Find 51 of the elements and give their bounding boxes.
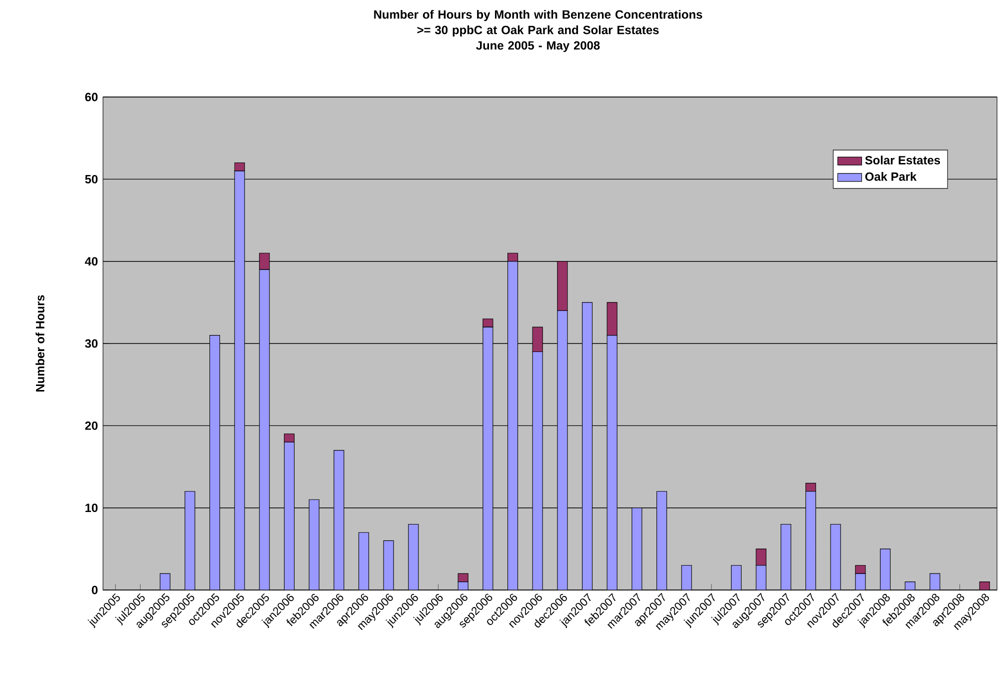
legend-label: Oak Park [865,172,917,181]
bar [507,252,518,262]
bar [532,326,543,352]
chart-title: Number of Hours by Month with Benzene Concentrations >= 30 ppbC at Oak Park and Solar Estates [374,10,702,37]
bar [458,573,468,582]
bar [681,565,692,590]
bar [209,335,220,590]
y-tick-label: 20 [85,421,98,430]
bar [408,524,419,590]
bar [234,170,245,590]
bar [855,573,866,590]
chart-subtitle: June 2005 - May 2008 [476,41,600,52]
bar [582,302,593,590]
bar [259,269,270,590]
bar [160,573,170,590]
bar [557,310,568,590]
bar [632,508,642,590]
bar [308,499,320,590]
bar [507,261,518,590]
bar [557,261,568,311]
y-tick-label: 40 [84,257,98,266]
bar [756,565,766,590]
bar [805,482,816,492]
y-tick-label: 0 [92,586,98,594]
bar [284,434,295,442]
bar [334,450,344,590]
y-tick-label: 30 [85,339,98,348]
y-tick-label: 10 [85,504,98,512]
bar [259,252,270,270]
bar [805,491,816,590]
y-tick-label: 60 [85,92,98,102]
bar [184,491,196,590]
legend-label: Solar Estates [865,156,940,164]
bar [606,302,618,336]
bar [482,326,494,590]
bar [880,548,891,590]
bar [756,548,766,566]
bar [930,573,940,590]
bar [482,318,494,328]
bar [855,565,866,574]
y-axis-title: Number of Hours [36,295,44,392]
bar [532,351,543,590]
bar [830,524,841,590]
bar [656,491,668,590]
bar [383,540,394,590]
bar [284,442,295,590]
y-tick-label: 50 [85,174,98,184]
bar [606,335,618,590]
bar [358,532,370,590]
bar [730,565,742,590]
bar [780,524,792,590]
